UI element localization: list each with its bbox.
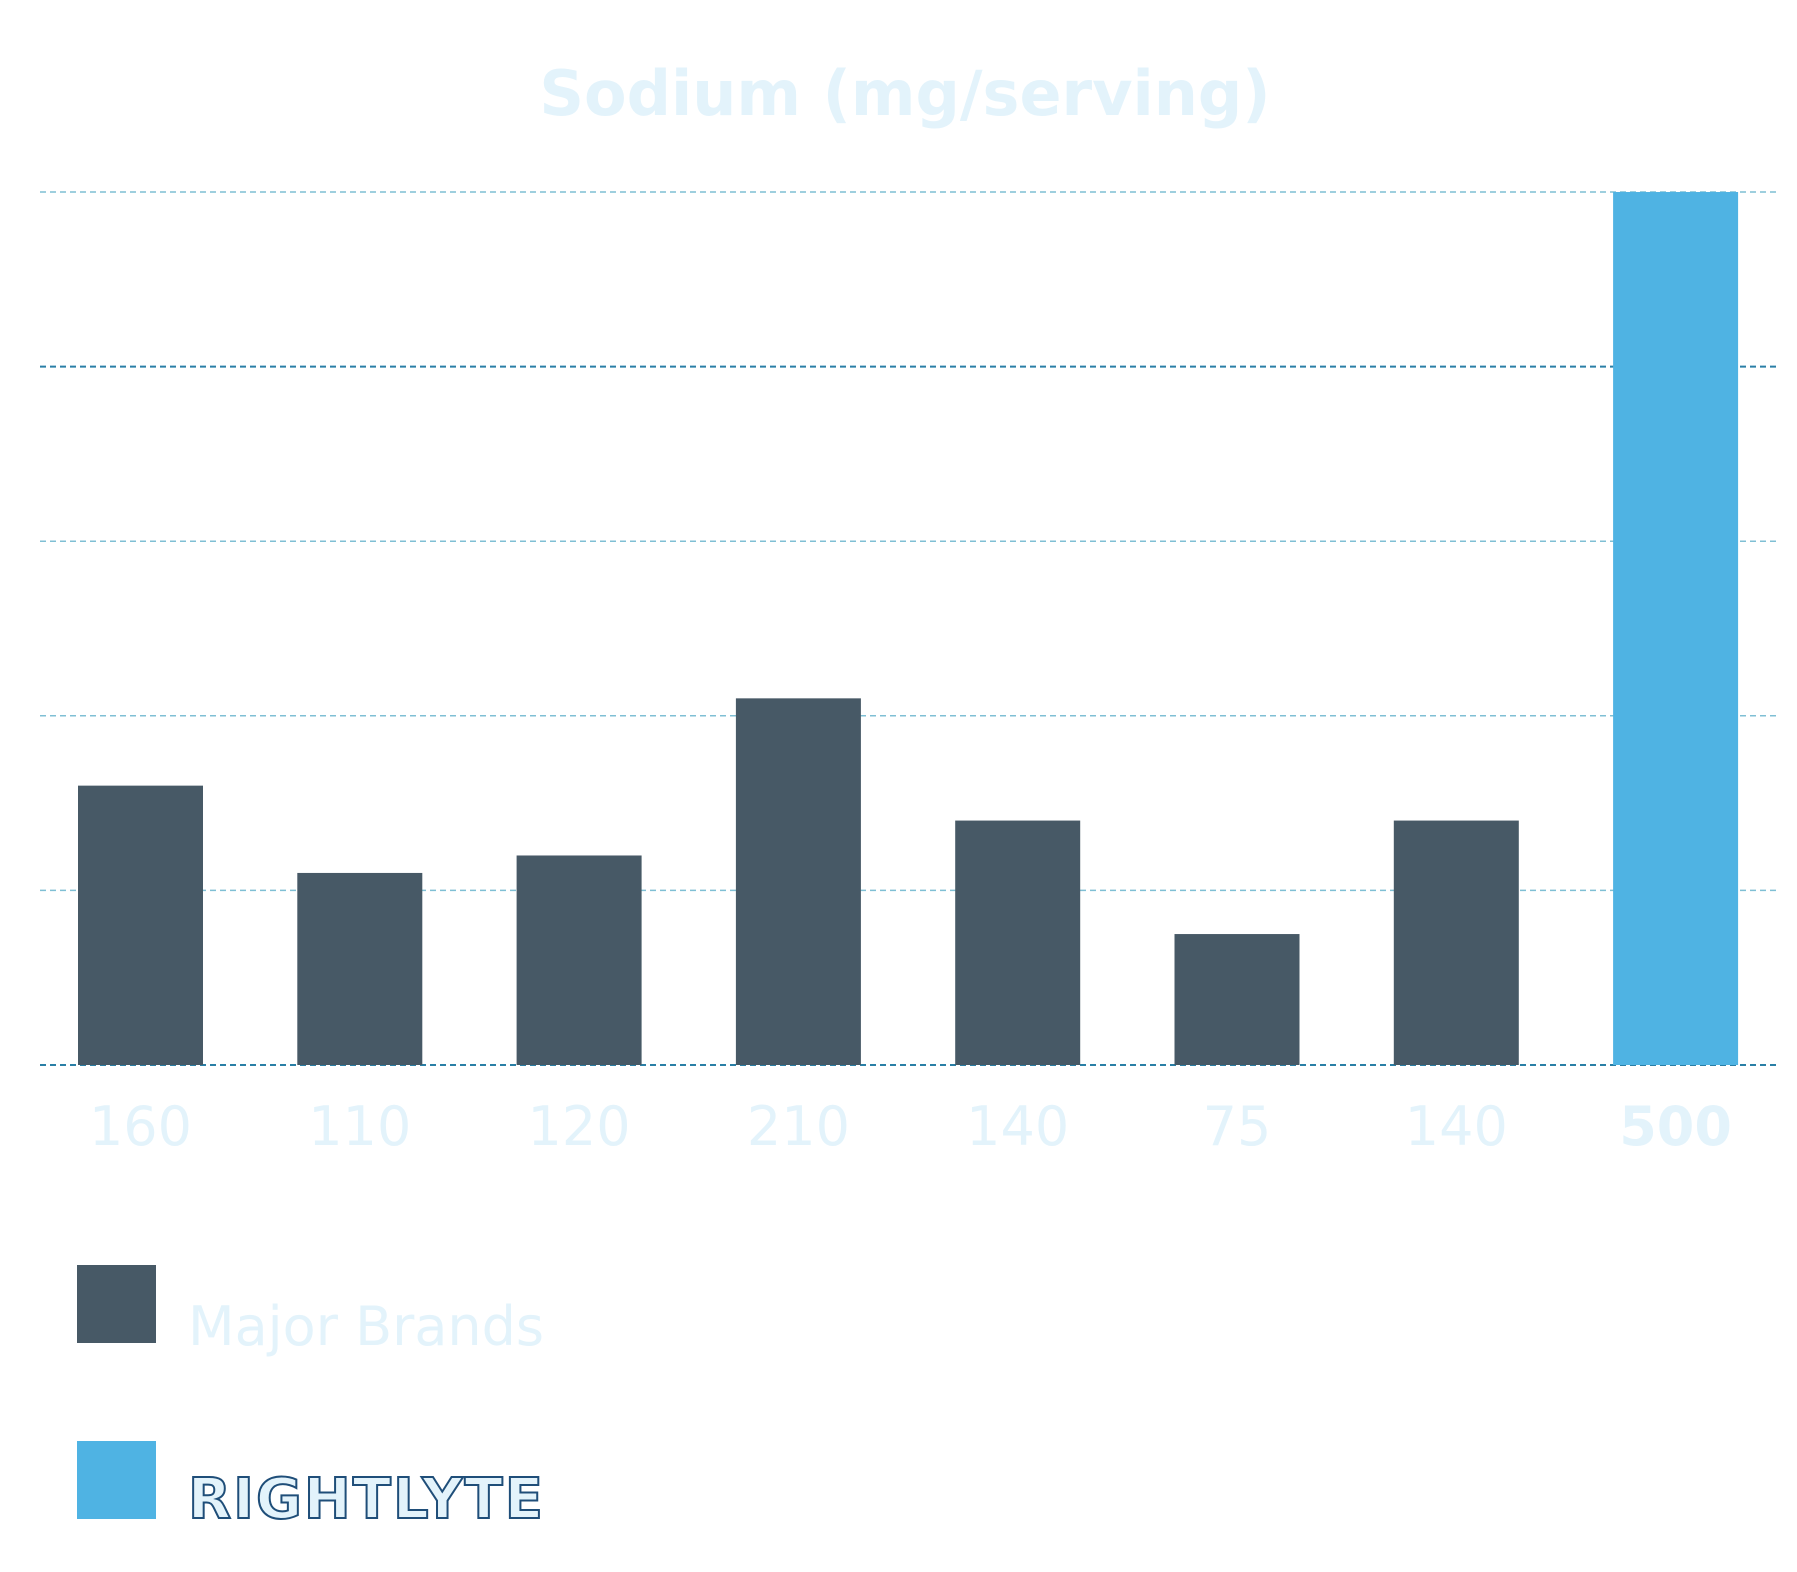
bars: [78, 192, 1739, 1065]
value-label-7: 140: [1405, 1095, 1508, 1158]
chart-title: Sodium (mg/serving): [539, 57, 1270, 130]
value-label-2: 110: [308, 1095, 411, 1158]
bar-6-major-brands: [1174, 934, 1300, 1065]
bar-2-major-brands: [297, 872, 423, 1065]
bar-4-major-brands: [735, 698, 861, 1065]
legend-swatch-rightlyte: [77, 1441, 156, 1519]
bar-3-major-brands: [516, 855, 642, 1065]
legend-swatch-major-brands: [77, 1265, 156, 1343]
value-label-6: 75: [1203, 1095, 1272, 1158]
value-label-5: 140: [966, 1095, 1069, 1158]
value-label-4: 210: [747, 1095, 850, 1158]
rightlyte-logo: RIGHTLYTE: [188, 1467, 545, 1532]
bar-5-major-brands: [955, 820, 1081, 1065]
value-label-8: 500: [1619, 1095, 1732, 1158]
value-labels: 160 110 120 210 140 75 140 500: [89, 1095, 1732, 1158]
legend-label-major-brands: Major Brands: [188, 1295, 544, 1358]
value-label-3: 120: [528, 1095, 631, 1158]
bar-7-major-brands: [1393, 820, 1519, 1065]
value-label-1: 160: [89, 1095, 192, 1158]
bar-1-major-brands: [78, 785, 203, 1065]
bar-8-rightlyte: [1613, 192, 1739, 1065]
legend: Major Brands RIGHTLYTE: [77, 1265, 545, 1533]
